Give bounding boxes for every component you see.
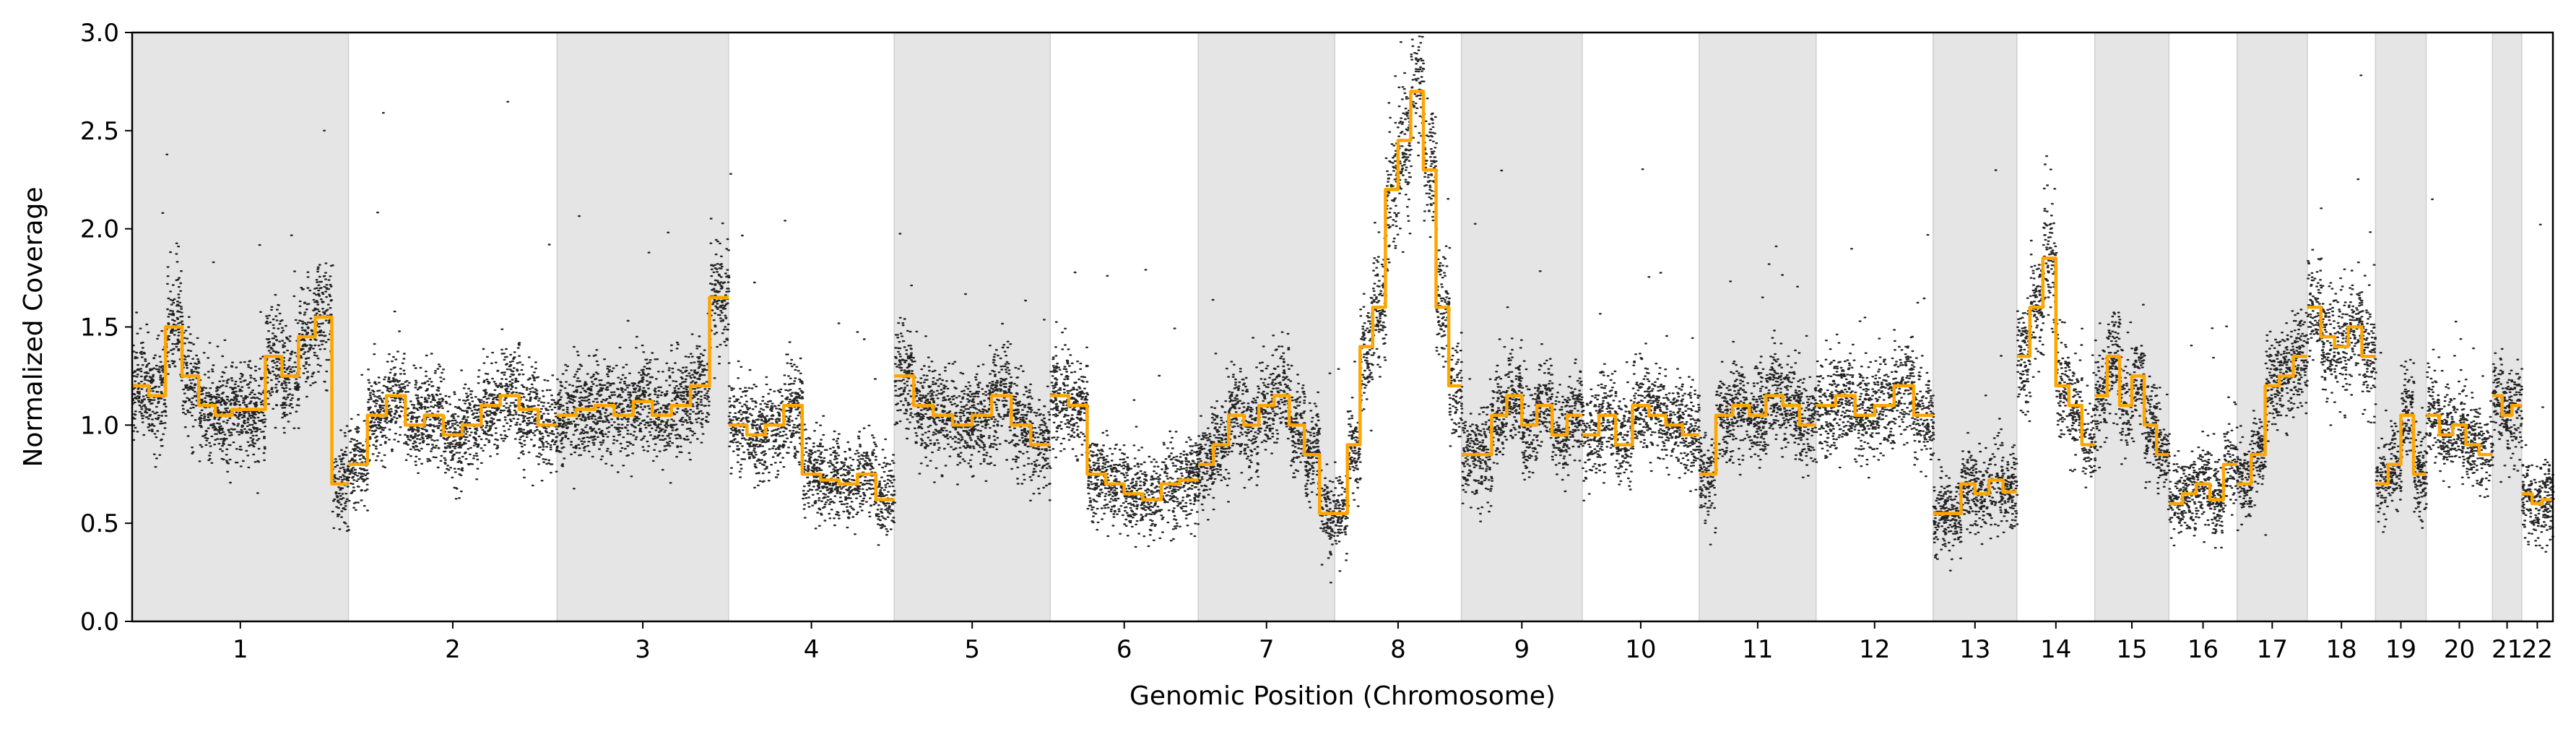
x-tick-label-16: 16	[2187, 635, 2219, 664]
smoothed-line-chr-11	[1699, 394, 1816, 476]
chromosome-bands	[131, 32, 2523, 622]
chromosome-band-7	[1197, 32, 1335, 622]
smoothed-line-chr-9	[1461, 394, 1582, 457]
smoothed-line-chr-19	[2375, 413, 2427, 486]
chromosome-band-15	[2094, 32, 2170, 622]
x-axis-label: Genomic Position (Chromosome)	[1129, 681, 1556, 711]
x-tick-label-14: 14	[2040, 635, 2071, 664]
y-axis: 0.0 0.5 1.0 1.5 2.0 2.5 3.0	[80, 19, 132, 637]
smoothed-line-chr-3	[557, 296, 729, 418]
x-tick-label-18: 18	[2326, 635, 2357, 664]
x-tick-label-5: 5	[964, 635, 980, 664]
y-tick-label: 0.5	[80, 509, 119, 538]
y-tick-label: 2.5	[80, 117, 119, 146]
coverage-points-chr-5	[893, 233, 1052, 501]
x-tick-label-17: 17	[2257, 635, 2288, 664]
smoothed-line-chr-1	[132, 315, 349, 486]
smoothed-line-chr-20	[2426, 413, 2493, 457]
x-tick-label-10: 10	[1625, 635, 1656, 664]
chromosome-band-5	[893, 32, 1051, 622]
coverage-points	[131, 35, 2555, 584]
smoothed-line-chr-12	[1816, 384, 1933, 418]
chromosome-band-11	[1699, 32, 1817, 622]
x-tick-label-21: 21	[2492, 635, 2523, 664]
y-tick-label: 3.0	[80, 19, 119, 48]
smoothed-line-chr-16	[2169, 462, 2237, 506]
coverage-points-chr-12	[1816, 233, 1935, 479]
x-tick-label-9: 9	[1514, 635, 1530, 664]
y-tick-label: 2.0	[80, 215, 119, 244]
x-tick-label-1: 1	[233, 635, 248, 664]
x-tick-label-13: 13	[1959, 635, 1990, 664]
coverage-points-chr-16	[2168, 325, 2239, 549]
x-tick-label-8: 8	[1390, 635, 1406, 664]
coverage-points-chr-2	[347, 100, 560, 512]
chromosome-band-21	[2492, 32, 2523, 622]
chromosome-band-3	[556, 32, 729, 622]
x-tick-label-2: 2	[445, 635, 461, 664]
coverage-points-chr-21	[2492, 348, 2524, 483]
smoothed-line-chr-8	[1335, 90, 1462, 515]
smoothed-line-chr-7	[1198, 394, 1335, 515]
smoothed-line-chr-22	[2521, 492, 2553, 506]
smoothed-coverage-line	[132, 90, 2553, 515]
smoothed-line-chr-13	[1933, 478, 2017, 515]
smoothed-line-chr-17	[2237, 355, 2307, 486]
smoothed-line-chr-5	[894, 374, 1051, 447]
x-tick-label-7: 7	[1259, 635, 1275, 664]
coverage-points-chr-22	[2520, 223, 2555, 553]
chromosome-band-19	[2375, 32, 2427, 622]
x-tick-label-19: 19	[2385, 635, 2416, 664]
smoothed-line-chr-10	[1582, 403, 1699, 447]
x-tick-label-3: 3	[635, 635, 651, 664]
chromosome-band-9	[1460, 32, 1583, 622]
smoothed-line-chr-6	[1050, 394, 1199, 501]
y-tick-label: 1.5	[80, 314, 119, 342]
coverage-points-chr-17	[2236, 309, 2310, 536]
coverage-points-chr-19	[2375, 352, 2429, 533]
chromosome-band-17	[2237, 32, 2308, 622]
coverage-points-chr-18	[2307, 74, 2377, 426]
coverage-points-chr-20	[2425, 198, 2494, 499]
coverage-points-chr-8	[1334, 35, 1464, 572]
x-tick-label-6: 6	[1116, 635, 1132, 664]
smoothed-line-chr-18	[2307, 306, 2376, 358]
y-tick-label: 1.0	[80, 411, 119, 440]
smoothed-line-chr-15	[2094, 355, 2169, 457]
smoothed-line-chr-4	[728, 403, 895, 501]
coverage-points-chr-10	[1581, 168, 1701, 501]
smoothed-line-chr-14	[2016, 257, 2095, 447]
coverage-points-chr-4	[727, 173, 897, 546]
y-tick-label: 0.0	[80, 608, 119, 637]
smoothed-line-chr-2	[348, 394, 558, 466]
x-tick-label-15: 15	[2116, 635, 2147, 664]
x-tick-label-20: 20	[2444, 635, 2475, 664]
x-tick-label-22: 22	[2522, 635, 2553, 664]
x-tick-label-4: 4	[804, 635, 820, 664]
x-tick-label-12: 12	[1859, 635, 1890, 664]
y-axis-label: Normalized Coverage	[19, 186, 48, 467]
smoothed-line-chr-21	[2492, 394, 2522, 418]
coverage-points-chr-6	[1049, 269, 1201, 548]
x-tick-label-11: 11	[1742, 635, 1773, 664]
